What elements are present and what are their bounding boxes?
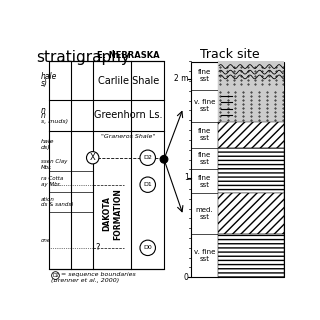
Text: (Brenner et al., 2000): (Brenner et al., 2000)	[51, 278, 119, 283]
Text: Track site: Track site	[200, 48, 260, 60]
Text: E. NEBRASKA: E. NEBRASKA	[97, 51, 160, 60]
Bar	[218, 122, 284, 148]
Bar	[191, 61, 284, 277]
Text: v. fine
sst: v. fine sst	[194, 99, 215, 112]
Text: one: one	[41, 238, 51, 243]
Circle shape	[140, 177, 156, 192]
Text: 1: 1	[184, 173, 189, 182]
Text: D2: D2	[52, 273, 59, 278]
Text: D2: D2	[143, 155, 152, 160]
Text: 2 m: 2 m	[174, 74, 189, 83]
Text: hale
ds): hale ds)	[41, 139, 54, 150]
Circle shape	[52, 272, 60, 279]
Text: D0: D0	[143, 245, 152, 250]
Text: n: n	[41, 106, 46, 115]
Text: ?: ?	[95, 243, 100, 252]
Circle shape	[140, 150, 156, 165]
Text: DAKOTA
FORMATION: DAKOTA FORMATION	[102, 188, 122, 239]
Circle shape	[160, 156, 168, 163]
Text: D1: D1	[143, 182, 152, 187]
Bar	[218, 148, 284, 169]
Text: v. fine
sst: v. fine sst	[194, 249, 215, 262]
Text: 0: 0	[184, 273, 189, 282]
Circle shape	[140, 240, 156, 256]
Text: fine
sst: fine sst	[198, 152, 211, 165]
Text: ssen Clay
Mbr.: ssen Clay Mbr.	[41, 159, 67, 170]
Text: Greenhorn Ls.: Greenhorn Ls.	[94, 110, 163, 120]
Bar	[218, 90, 284, 122]
Text: fine
sst: fine sst	[198, 175, 211, 188]
Text: n: n	[41, 111, 46, 120]
Bar	[218, 61, 284, 90]
Text: s): s)	[41, 78, 48, 88]
Text: Carlile Shale: Carlile Shale	[98, 76, 159, 86]
Bar	[218, 234, 284, 277]
Text: fine
sst: fine sst	[198, 128, 211, 141]
Bar	[49, 61, 164, 269]
Text: s, muds): s, muds)	[41, 119, 68, 124]
Text: stratigraphy: stratigraphy	[36, 50, 130, 65]
Text: ra Cotta
ay Mbr.: ra Cotta ay Mbr.	[41, 176, 63, 187]
Text: hale: hale	[41, 72, 57, 81]
Circle shape	[86, 152, 99, 164]
Text: med.
sst: med. sst	[196, 207, 213, 220]
Text: "Graneros Shale": "Graneros Shale"	[101, 134, 156, 140]
Text: = sequence boundaries: = sequence boundaries	[61, 271, 136, 276]
Text: X: X	[90, 153, 96, 162]
Text: fine
sst: fine sst	[198, 69, 211, 82]
Bar	[218, 193, 284, 234]
Text: ation
ds & sands): ation ds & sands)	[41, 196, 73, 207]
Bar	[218, 169, 284, 193]
